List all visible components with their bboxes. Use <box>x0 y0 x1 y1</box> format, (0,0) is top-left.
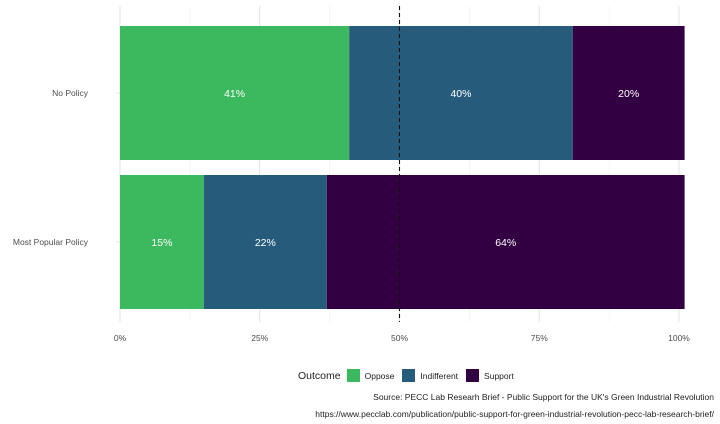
bar-support-1 <box>326 175 685 309</box>
x-tick-label: 75% <box>531 333 548 343</box>
legend-swatch-indifferent <box>402 369 416 382</box>
category-label: No Policy <box>52 88 89 98</box>
data-label-indifferent-0: 40% <box>450 88 471 100</box>
bar-indifferent-0 <box>349 26 573 160</box>
legend-label-support: Support <box>484 370 514 381</box>
legend-label-oppose: Oppose <box>364 370 395 381</box>
source-caption: Source: PECC Lab Researh Brief - Public … <box>373 392 714 402</box>
x-tick-label: 100% <box>668 333 690 343</box>
url-caption: https://www.pecclab.com/publication/publ… <box>315 409 714 419</box>
data-label-support-0: 20% <box>618 88 639 100</box>
data-label-indifferent-1: 22% <box>255 237 276 249</box>
data-label-oppose-1: 15% <box>151 237 172 249</box>
data-label-support-1: 64% <box>495 237 516 249</box>
legend-item-support: Support <box>466 369 514 382</box>
category-label: Most Popular Policy <box>13 237 89 247</box>
x-tick-label: 0% <box>114 333 127 343</box>
legend-item-indifferent: Indifferent <box>402 369 458 382</box>
bar-oppose-1 <box>120 175 204 309</box>
data-label-oppose-0: 41% <box>224 88 245 100</box>
legend-title: Outcome <box>298 369 341 382</box>
legend-swatch-support <box>466 369 480 382</box>
legend: Outcome Oppose Indifferent Support <box>298 369 522 382</box>
bar-oppose-0 <box>120 26 350 160</box>
legend-swatch-oppose <box>346 369 360 382</box>
stacked-bar-chart: 41% 40% 20% No Policy 15% 22% 64% Most Popular … <box>13 6 690 343</box>
legend-item-oppose: Oppose <box>346 369 395 382</box>
x-tick-label: 50% <box>391 333 408 343</box>
bar-indifferent-1 <box>203 175 327 309</box>
legend-label-indifferent: Indifferent <box>420 370 459 381</box>
x-tick-label: 25% <box>251 333 268 343</box>
bar-support-0 <box>572 26 685 160</box>
